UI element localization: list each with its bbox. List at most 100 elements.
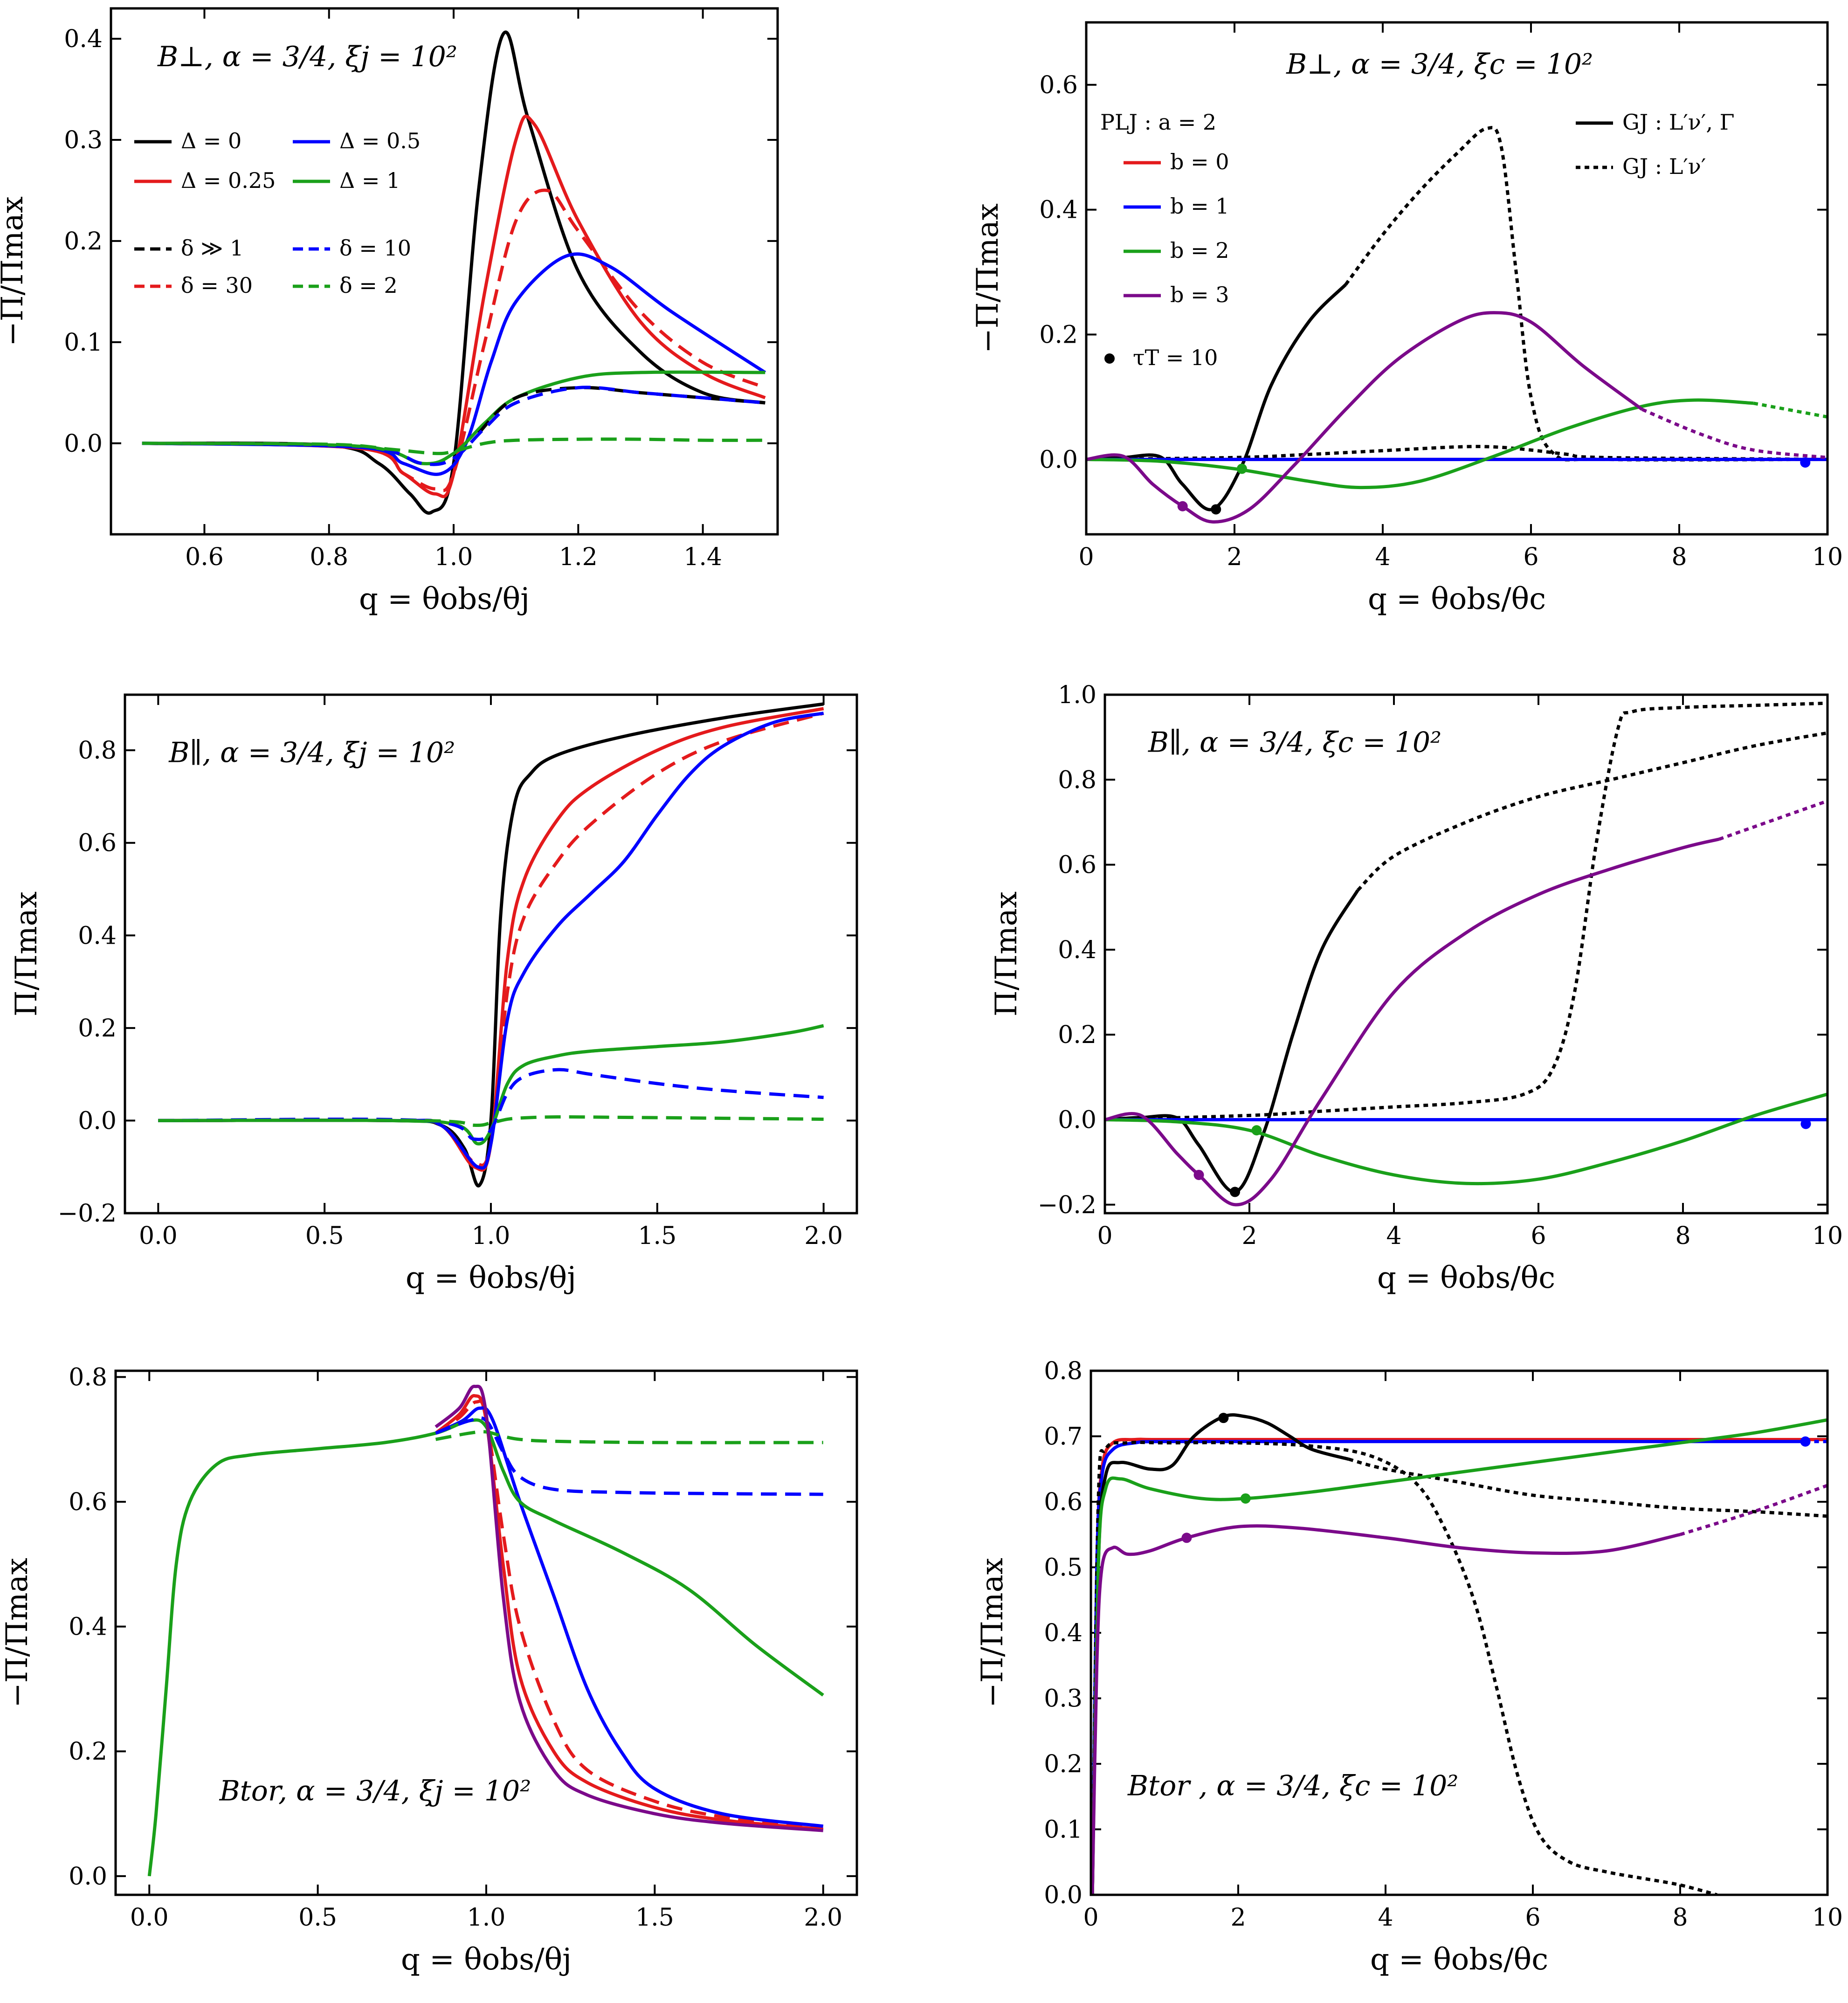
y-axis-label: −Π/Πmax — [0, 196, 30, 346]
series-line — [142, 188, 766, 492]
series-line — [1105, 1092, 1827, 1186]
legend-label: b = 0 — [1170, 149, 1229, 174]
tau-marker — [1218, 1413, 1229, 1423]
tau-marker — [1800, 1119, 1811, 1129]
x-tick-label: 1.0 — [467, 1904, 506, 1932]
x-tick-label: 2.0 — [804, 1222, 843, 1250]
tau-marker — [1177, 501, 1188, 511]
y-tick-label: 0.4 — [78, 922, 117, 950]
series-group — [1091, 1413, 1827, 1895]
series-line — [147, 1418, 824, 1877]
x-tick-label: 10 — [1812, 543, 1843, 571]
y-tick-label: 0.3 — [1044, 1685, 1083, 1713]
x-tick-label: 0 — [1083, 1904, 1098, 1932]
y-axis-label: −Π/Πmax — [975, 1558, 1010, 1708]
y-tick-label: 0.4 — [69, 1613, 107, 1641]
tau-marker — [1800, 457, 1811, 468]
panel-title: B∥, α = 3/4, ξc = 10² — [1148, 726, 1441, 759]
y-tick-label: 0.2 — [64, 228, 103, 256]
series-line — [1641, 408, 1827, 459]
x-tick-label: 4 — [1378, 1904, 1393, 1932]
y-tick-label: 0.2 — [1058, 1021, 1096, 1049]
legend-marker — [1104, 353, 1115, 364]
series-line — [1105, 889, 1359, 1194]
x-tick-label: 2 — [1241, 1222, 1257, 1250]
x-tick-label: 1.0 — [434, 543, 473, 571]
legend-label: Δ = 0 — [181, 128, 241, 153]
x-tick-label: 0.5 — [298, 1904, 337, 1932]
series-line — [1718, 799, 1827, 841]
y-tick-label: 0.0 — [1039, 446, 1078, 474]
x-tick-label: 4 — [1386, 1222, 1401, 1250]
chart-panel-5: 0.0 0.5 1.0 1.5 2.0 0.0 0.2 0.4 0.6 0.8 q = θobs/θ… — [0, 1363, 858, 1977]
x-tick-label: 8 — [1675, 1222, 1690, 1250]
series-line — [477, 386, 765, 435]
series-line — [1105, 837, 1720, 1207]
series-group — [158, 702, 824, 1188]
x-axis-label: q = θobs/θj — [406, 1261, 576, 1295]
x-tick-label: 0.0 — [130, 1904, 169, 1932]
legend-label: δ = 2 — [339, 273, 398, 298]
series-line — [434, 1399, 824, 1831]
x-tick-label: 6 — [1523, 543, 1538, 571]
y-tick-label: 0.2 — [69, 1738, 107, 1766]
x-tick-label: 0.5 — [305, 1222, 344, 1250]
x-tick-label: 0 — [1097, 1222, 1112, 1250]
series-line — [142, 370, 765, 466]
series-line — [1091, 1413, 1349, 1895]
x-axis-label: q = θobs/θj — [401, 1942, 572, 1977]
chart-panel-4: 0 2 4 6 8 10 −0.2 0.0 0.2 0.4 0.6 0.8 1.0 q = θobs/θc… — [989, 681, 1843, 1295]
y-tick-label: 0.7 — [1044, 1423, 1083, 1451]
series-line — [435, 1430, 823, 1444]
series-line — [1679, 1484, 1827, 1536]
y-axis-label: −Π/Πmax — [0, 1558, 34, 1708]
x-tick-label: 1.5 — [638, 1222, 676, 1250]
y-tick-label: 0.8 — [1044, 1357, 1083, 1385]
plot-frame — [1103, 693, 1829, 1215]
series-line — [435, 1406, 824, 1828]
series-line — [158, 1115, 824, 1127]
series-line — [142, 437, 765, 456]
y-tick-label: 0.4 — [1044, 1619, 1083, 1647]
legend-label: GJ : L′ν′ — [1622, 154, 1706, 179]
x-tick-label: 0 — [1078, 543, 1094, 571]
y-axis-label: Π/Πmax — [989, 891, 1024, 1016]
y-tick-label: 0.6 — [1039, 71, 1078, 99]
x-tick-label: 10 — [1812, 1904, 1843, 1932]
x-tick-label: 1.2 — [559, 543, 598, 571]
y-tick-label: 0.6 — [78, 829, 117, 857]
legend-label: Δ = 1 — [339, 168, 400, 193]
series-line — [158, 702, 824, 1188]
y-tick-label: −0.2 — [1038, 1191, 1096, 1219]
y-tick-label: 1.0 — [1058, 681, 1096, 709]
panel-title: B∥, α = 3/4, ξj = 10² — [168, 737, 455, 769]
x-tick-label: 6 — [1531, 1222, 1546, 1250]
series-line — [434, 1394, 824, 1831]
legend-label: GJ : L′ν′, Γ — [1622, 110, 1735, 135]
y-tick-label: 0.6 — [1044, 1488, 1083, 1516]
x-axis-label: q = θobs/θc — [1368, 582, 1546, 616]
panels: 0.6 0.8 1.0 1.2 1.4 0.0 0.1 0.2 0.3 0.4 q = θobs/θ… — [0, 7, 1843, 1977]
tau-marker — [1181, 1533, 1192, 1543]
legend-label: τT = 10 — [1133, 345, 1218, 370]
series-line — [434, 1384, 823, 1832]
series-line — [435, 1416, 823, 1496]
series-line — [1091, 1440, 1806, 1895]
x-tick-label: 4 — [1375, 543, 1390, 571]
y-tick-label: 0.8 — [69, 1363, 107, 1391]
x-tick-label: 0.0 — [139, 1222, 178, 1250]
plot-frame — [1085, 21, 1829, 536]
tau-marker — [1230, 1187, 1240, 1197]
series-group — [1086, 126, 1827, 524]
chart-panel-1: 0.6 0.8 1.0 1.2 1.4 0.0 0.1 0.2 0.3 0.4 q = θobs/θ… — [0, 7, 779, 616]
x-tick-label: 0.8 — [310, 543, 348, 571]
series-line — [1086, 283, 1347, 511]
series-group — [1105, 701, 1827, 1207]
series-line — [1091, 1524, 1681, 1895]
legend-label: Δ = 0.5 — [339, 128, 421, 153]
tau-marker — [1236, 463, 1247, 474]
tau-marker — [1211, 504, 1221, 515]
y-tick-label: 0.0 — [1058, 1106, 1096, 1134]
panel-title: B⊥, α = 3/4, ξj = 10² — [157, 41, 457, 73]
